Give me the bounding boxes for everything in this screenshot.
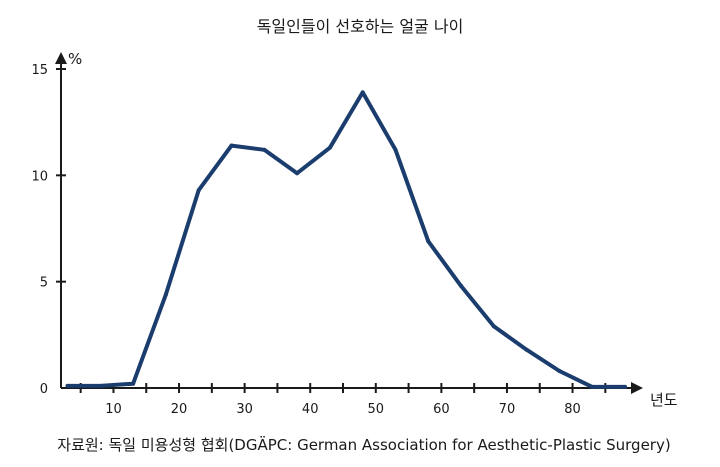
x-tick-label: 80 [564,402,581,417]
data-point [295,171,300,176]
x-axis-label: 년도 [650,391,678,409]
y-tick-label: 15 [31,63,48,78]
x-tick-label: 40 [302,402,319,417]
ticks: 10 20 30 40 50 60 70 80 0 5 10 15 [31,63,607,417]
data-point [557,368,562,373]
data-point [163,292,168,297]
x-tick-label: 10 [105,402,122,417]
x-tick-label: 70 [499,402,516,417]
y-axis-label: % [68,50,82,68]
x-tick-label: 30 [236,402,253,417]
data-point [491,324,496,329]
data-point [65,383,70,388]
x-tick-label: 60 [433,402,450,417]
x-tick-label: 20 [171,402,188,417]
data-point [426,239,431,244]
y-tick-label: 0 [40,382,48,397]
data-point [623,384,627,389]
x-axis-arrow-icon [631,382,643,394]
source-note: 자료원: 독일 미용성형 협회(DGÄPC: German Associatio… [57,435,670,454]
y-tick-label: 10 [31,169,48,184]
data-point [229,143,234,148]
data-point [590,384,595,389]
data-point [196,188,201,193]
data-point [98,383,103,388]
data-point [393,147,398,152]
x-tick-label: 50 [368,402,385,417]
chart-title: 독일인들이 선호하는 얼굴 나이 [257,17,464,36]
data-point [262,147,267,152]
y-axis-arrow-icon [55,52,67,64]
data-point [524,347,529,352]
data-point [360,90,365,95]
series-line [65,90,627,389]
series-layer [65,90,627,389]
data-point [459,283,464,288]
axes: % 년도 [55,50,678,409]
data-point [131,381,136,386]
y-tick-label: 5 [40,276,48,291]
data-point [327,145,332,150]
